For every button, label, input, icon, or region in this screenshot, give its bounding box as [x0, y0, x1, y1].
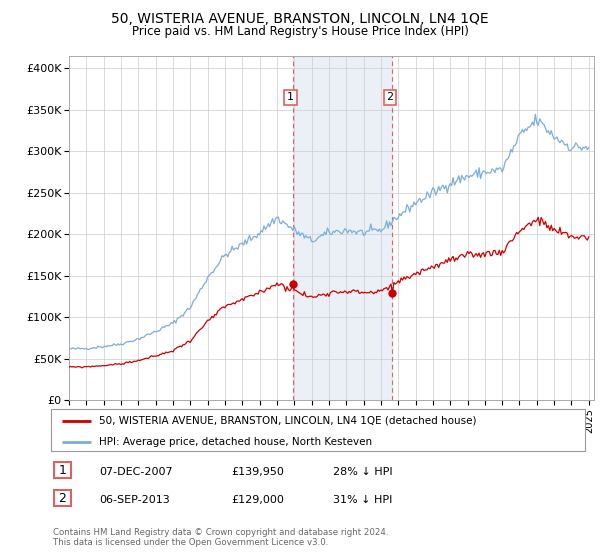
Text: 1: 1: [58, 464, 67, 477]
Text: HPI: Average price, detached house, North Kesteven: HPI: Average price, detached house, Nort…: [99, 437, 372, 446]
Text: 28% ↓ HPI: 28% ↓ HPI: [333, 466, 392, 477]
Text: 2: 2: [386, 92, 394, 102]
Text: £129,000: £129,000: [231, 494, 284, 505]
Bar: [293, 56, 392, 400]
Text: 31% ↓ HPI: 31% ↓ HPI: [333, 494, 392, 505]
FancyBboxPatch shape: [54, 463, 71, 478]
Text: 07-DEC-2007: 07-DEC-2007: [99, 466, 173, 477]
FancyBboxPatch shape: [54, 491, 71, 506]
Text: Contains HM Land Registry data © Crown copyright and database right 2024.
This d: Contains HM Land Registry data © Crown c…: [53, 528, 388, 547]
Text: 06-SEP-2013: 06-SEP-2013: [99, 494, 170, 505]
FancyBboxPatch shape: [51, 409, 585, 451]
Text: £139,950: £139,950: [231, 466, 284, 477]
Text: 1: 1: [287, 92, 294, 102]
Text: 2: 2: [58, 492, 67, 505]
Text: 50, WISTERIA AVENUE, BRANSTON, LINCOLN, LN4 1QE (detached house): 50, WISTERIA AVENUE, BRANSTON, LINCOLN, …: [99, 416, 476, 426]
Text: Price paid vs. HM Land Registry's House Price Index (HPI): Price paid vs. HM Land Registry's House …: [131, 25, 469, 38]
Text: 50, WISTERIA AVENUE, BRANSTON, LINCOLN, LN4 1QE: 50, WISTERIA AVENUE, BRANSTON, LINCOLN, …: [111, 12, 489, 26]
